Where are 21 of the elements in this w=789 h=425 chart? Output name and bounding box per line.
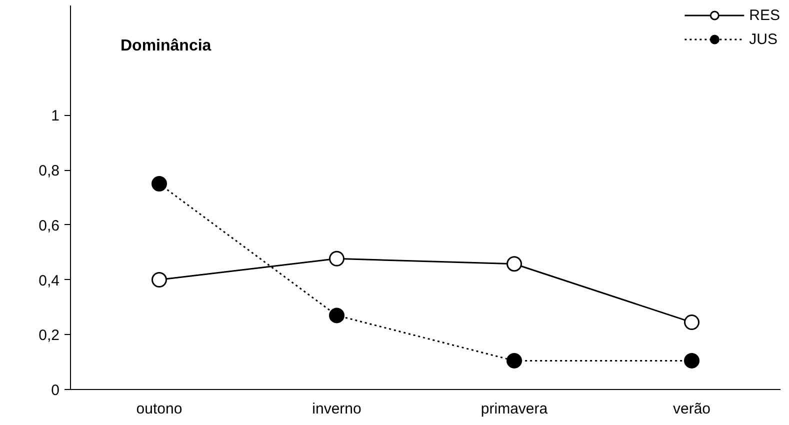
legend-label: JUS <box>749 30 778 48</box>
y-tick-label: 0,4 <box>38 272 60 290</box>
y-tick-label: 0 <box>51 382 60 399</box>
point <box>329 308 344 324</box>
y-tick-label: 0,6 <box>38 217 60 234</box>
point <box>506 256 522 272</box>
y-tick-label: 0,8 <box>38 162 60 180</box>
point <box>329 250 344 266</box>
y-tick-label: 0,2 <box>38 327 60 344</box>
point <box>684 314 700 330</box>
point <box>152 272 167 288</box>
legend-label: RES <box>749 6 780 24</box>
x-tick-label: inverno <box>312 400 362 418</box>
y-tick-label: 1 <box>51 108 60 125</box>
x-tick-label: outono <box>136 400 182 418</box>
point <box>684 352 700 368</box>
text: Dominância <box>120 38 212 54</box>
point <box>152 176 167 192</box>
point <box>506 352 522 368</box>
x-tick-label: primavera <box>480 400 548 418</box>
x-tick-label: verão <box>672 400 711 418</box>
